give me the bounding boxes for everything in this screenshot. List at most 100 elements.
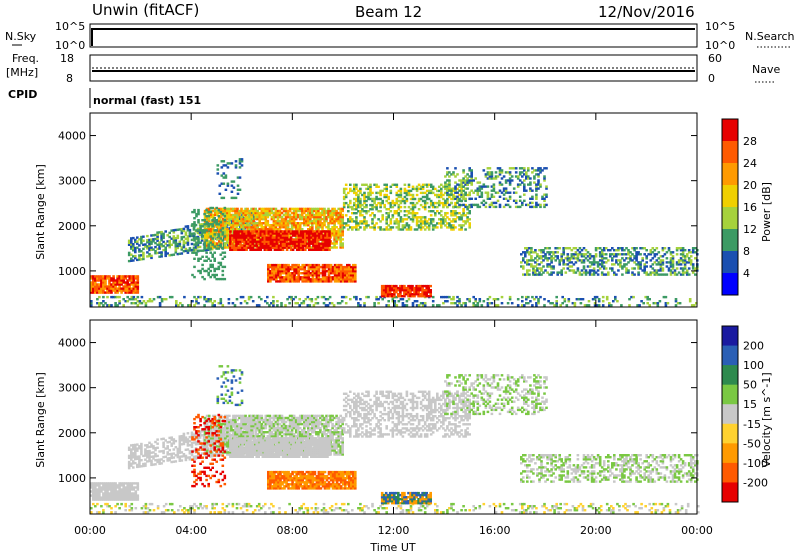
echo-cell (104, 285, 107, 288)
echo-cell (146, 239, 149, 242)
echo-cell (168, 235, 171, 239)
echo-cell (134, 275, 138, 278)
echo-cell (423, 293, 426, 296)
echo-cell (456, 295, 459, 299)
echo-cell (178, 228, 182, 231)
echo-cell (98, 285, 101, 288)
echo-cell (318, 244, 321, 247)
echo-cell (257, 304, 261, 307)
echo-cell (552, 265, 555, 268)
echo-cell (525, 177, 528, 180)
echo-cell (132, 247, 135, 250)
echo-cell (253, 234, 256, 237)
echo-cell (403, 199, 407, 203)
echo-cell (468, 191, 471, 194)
echo-cell (375, 295, 378, 299)
echo-cell (494, 298, 498, 301)
echo-cell (295, 234, 299, 237)
echo-cell (321, 268, 325, 271)
echo-cell (602, 257, 606, 260)
echo-cell (486, 191, 490, 194)
echo-cell (391, 216, 395, 219)
echo-cell (359, 220, 362, 223)
echo-cell (248, 219, 251, 223)
echo-cell (373, 201, 376, 205)
echo-cell (237, 234, 240, 237)
echo-cell (320, 230, 323, 233)
echo-cell (201, 235, 204, 238)
echo-cell (536, 255, 539, 258)
echo-cell (264, 219, 268, 223)
echo-cell (409, 293, 412, 296)
echo-cell (486, 193, 490, 196)
echo-cell (448, 203, 451, 207)
echo-cell (609, 253, 612, 256)
echo-cell (289, 236, 293, 239)
echo-cell (224, 232, 227, 235)
echo-cell (118, 295, 121, 299)
echo-cell (472, 302, 475, 305)
echo-cell (349, 183, 352, 186)
echo-cell (283, 232, 287, 235)
echo-cell (535, 302, 538, 305)
echo-cell (561, 302, 564, 305)
echo-cell (444, 220, 447, 223)
echo-cell (193, 239, 196, 242)
echo-cell (442, 220, 445, 223)
echo-cell (290, 219, 294, 223)
echo-cell (102, 300, 105, 303)
echo-cell (197, 219, 200, 222)
echo-cell (286, 209, 290, 213)
echo-cell (411, 214, 415, 217)
echo-cell (619, 265, 622, 268)
echo-cell (558, 261, 561, 264)
echo-cell (245, 232, 248, 235)
echo-cell (427, 218, 431, 221)
echo-cell (271, 244, 275, 247)
echo-cell (211, 255, 214, 258)
echo-cell (619, 253, 622, 256)
echo-cell (215, 223, 218, 226)
y-tick-label: 1000 (58, 265, 86, 278)
echo-cell (136, 285, 140, 288)
echo-cell (446, 212, 449, 215)
echo-cell (385, 226, 388, 229)
echo-cell (190, 224, 194, 227)
echo-cell (397, 189, 401, 193)
echo-cell (340, 300, 344, 303)
echo-cell (320, 295, 324, 299)
echo-cell (386, 295, 390, 298)
echo-cell (685, 255, 689, 258)
echo-cell (236, 222, 239, 225)
echo-cell (512, 199, 516, 202)
echo-cell (229, 234, 232, 237)
echo-cell (114, 302, 117, 305)
echo-cell (331, 268, 335, 271)
echo-cell (302, 302, 306, 305)
echo-cell (195, 253, 198, 256)
echo-cell (312, 246, 315, 249)
echo-cell (193, 243, 196, 246)
echo-cell (209, 298, 212, 301)
echo-cell (327, 268, 331, 271)
echo-cell (354, 270, 357, 273)
echo-cell (417, 216, 421, 219)
echo-cell (460, 226, 463, 229)
echo-cell (90, 275, 93, 278)
echo-cell (434, 201, 437, 205)
echo-cell (579, 302, 583, 305)
echo-cell (130, 247, 133, 250)
echo-cell (532, 251, 535, 254)
echo-cell (224, 211, 227, 215)
echo-cell (397, 300, 401, 303)
echo-cell (311, 222, 314, 225)
echo-cell (379, 191, 382, 195)
echo-cell (490, 302, 494, 305)
echo-cell (314, 236, 317, 239)
echo-cell (284, 226, 288, 229)
echo-cell (567, 300, 571, 303)
echo-cell (246, 222, 249, 225)
echo-cell (335, 280, 339, 283)
echo-cell (540, 261, 543, 264)
echo-cell (172, 231, 176, 234)
